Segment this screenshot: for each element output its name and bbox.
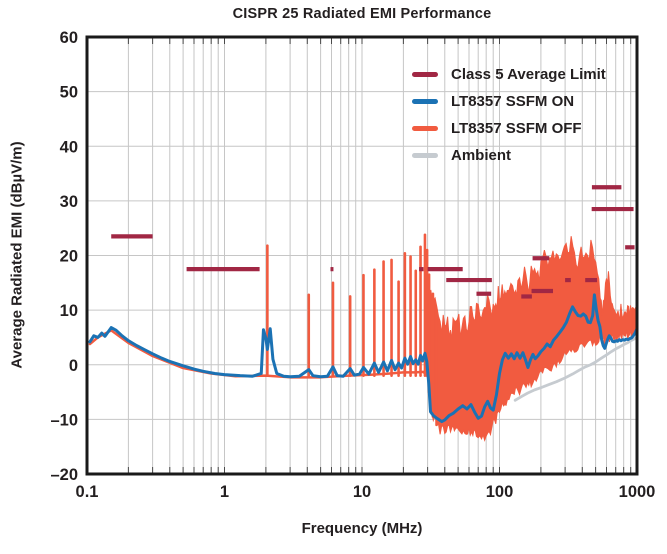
y-tick-label: 20 <box>60 248 78 266</box>
class5-limit-segments <box>111 185 635 299</box>
legend-label: LT8357 SSFM ON <box>451 93 575 110</box>
y-tick-label: 0 <box>69 357 78 375</box>
plot-frame <box>85 35 639 476</box>
legend-swatch-ambient <box>412 153 438 158</box>
x-tick-label: 10 <box>353 483 371 501</box>
x-tick-labels: 0.1 1 10 100 1000 <box>76 483 656 501</box>
x-tick-label: 0.1 <box>76 483 99 501</box>
legend-label: LT8357 SSFM OFF <box>451 120 582 137</box>
x-tick-label: 1 <box>220 483 229 501</box>
x-tick-label: 100 <box>486 483 514 501</box>
legend-item-ssfm-off: LT8357 SSFM OFF <box>412 115 606 142</box>
legend-item-ssfm-on: LT8357 SSFM ON <box>412 88 606 115</box>
y-tick-label: –10 <box>50 411 78 429</box>
y-tick-label: 30 <box>60 193 78 211</box>
legend: Class 5 Average Limit LT8357 SSFM ON LT8… <box>412 61 606 169</box>
y-tick-label: 40 <box>60 138 78 156</box>
legend-swatch-ssfm-on <box>412 99 438 104</box>
ssfm-off-band <box>429 236 638 442</box>
ssfm-on-trace <box>88 293 639 424</box>
ambient-trace <box>513 336 639 402</box>
chart-title: CISPR 25 Radiated EMI Performance <box>232 6 492 22</box>
legend-label: Ambient <box>451 147 511 164</box>
legend-item-class5-limit: Class 5 Average Limit <box>412 61 606 88</box>
legend-item-ambient: Ambient <box>412 142 606 169</box>
y-tick-label: 60 <box>60 29 78 47</box>
x-axis-title: Frequency (MHz) <box>301 520 423 537</box>
y-tick-label: 10 <box>60 302 78 320</box>
legend-swatch-ssfm-off <box>412 126 438 131</box>
y-axis-title: Average Radiated EMI (dBµV/m) <box>8 141 26 369</box>
x-tick-label: 1000 <box>619 483 656 501</box>
y-tick-label: –20 <box>50 466 78 484</box>
legend-swatch-limit <box>412 72 438 77</box>
y-tick-label: 50 <box>60 84 78 102</box>
legend-label: Class 5 Average Limit <box>451 66 606 83</box>
y-tick-labels: –20 –10 0 10 20 30 40 50 60 <box>50 29 78 484</box>
